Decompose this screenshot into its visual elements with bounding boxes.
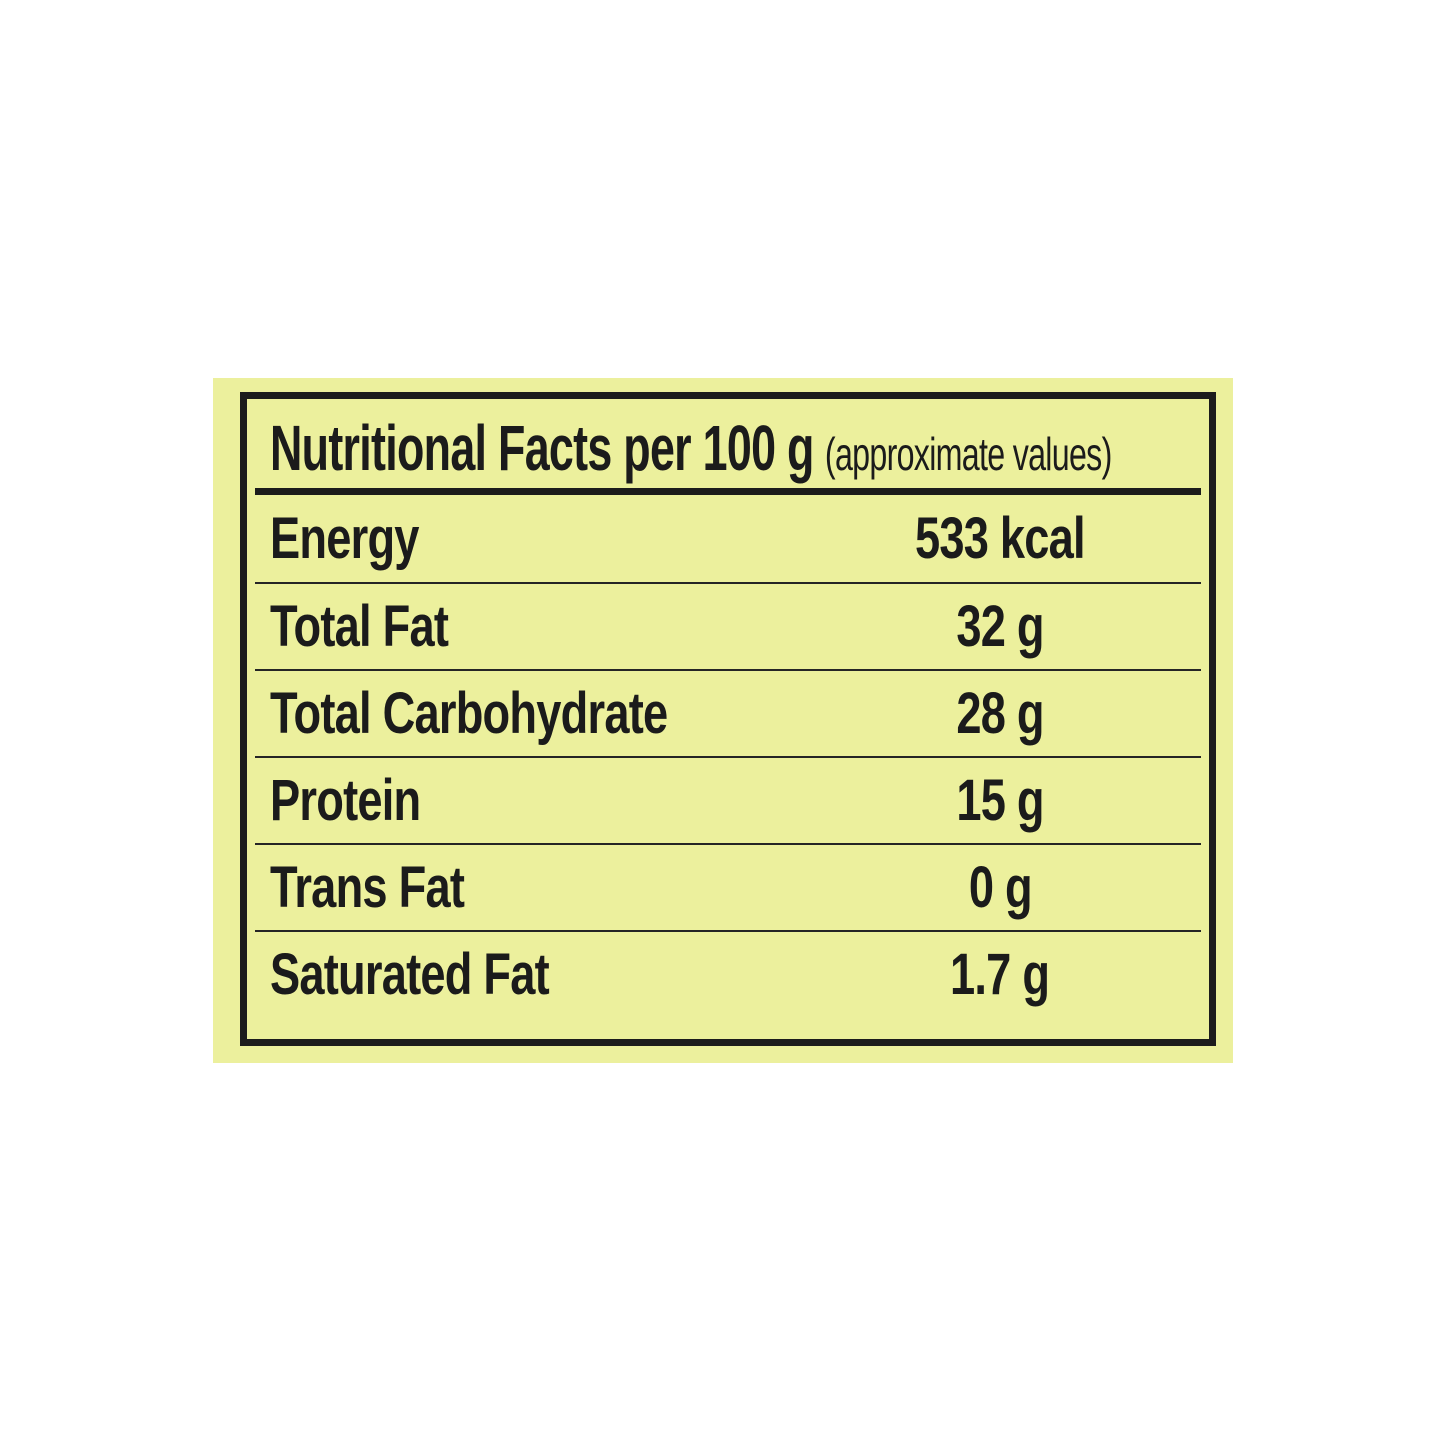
label-header: Nutritional Facts per 100 g (approximate… bbox=[247, 399, 1209, 488]
nutrition-rows: Energy 533 kcal Total Fat 32 g Total Car… bbox=[247, 495, 1209, 1017]
label-title: Nutritional Facts per 100 g bbox=[270, 411, 814, 484]
nutrient-value: 32 g bbox=[956, 594, 1044, 659]
nutrient-value: 0 g bbox=[968, 855, 1032, 920]
nutrient-name: Protein bbox=[270, 768, 421, 833]
nutrition-row-total-carbohydrate: Total Carbohydrate 28 g bbox=[255, 669, 1201, 756]
label-border-box: Nutritional Facts per 100 g (approximate… bbox=[240, 392, 1216, 1046]
header-divider bbox=[255, 488, 1201, 495]
label-title-line: Nutritional Facts per 100 g (approximate… bbox=[270, 411, 1112, 485]
nutrition-row-total-fat: Total Fat 32 g bbox=[255, 582, 1201, 669]
nutrition-row-energy: Energy 533 kcal bbox=[255, 495, 1201, 582]
nutrition-row-saturated-fat: Saturated Fat 1.7 g bbox=[255, 930, 1201, 1017]
nutrient-name: Saturated Fat bbox=[270, 942, 550, 1007]
nutrition-row-trans-fat: Trans Fat 0 g bbox=[255, 843, 1201, 930]
nutrition-facts-label: Nutritional Facts per 100 g (approximate… bbox=[213, 378, 1233, 1063]
label-title-note: (approximate values) bbox=[824, 427, 1112, 480]
nutrient-name: Trans Fat bbox=[270, 855, 465, 920]
nutrient-value: 28 g bbox=[956, 681, 1044, 746]
nutrient-name: Total Carbohydrate bbox=[270, 681, 668, 746]
nutrient-name: Energy bbox=[270, 506, 419, 571]
nutrient-name: Total Fat bbox=[270, 594, 449, 659]
nutrient-value: 1.7 g bbox=[950, 942, 1050, 1007]
nutrition-row-protein: Protein 15 g bbox=[255, 756, 1201, 843]
nutrient-value: 15 g bbox=[956, 768, 1044, 833]
nutrient-value: 533 kcal bbox=[915, 506, 1086, 571]
